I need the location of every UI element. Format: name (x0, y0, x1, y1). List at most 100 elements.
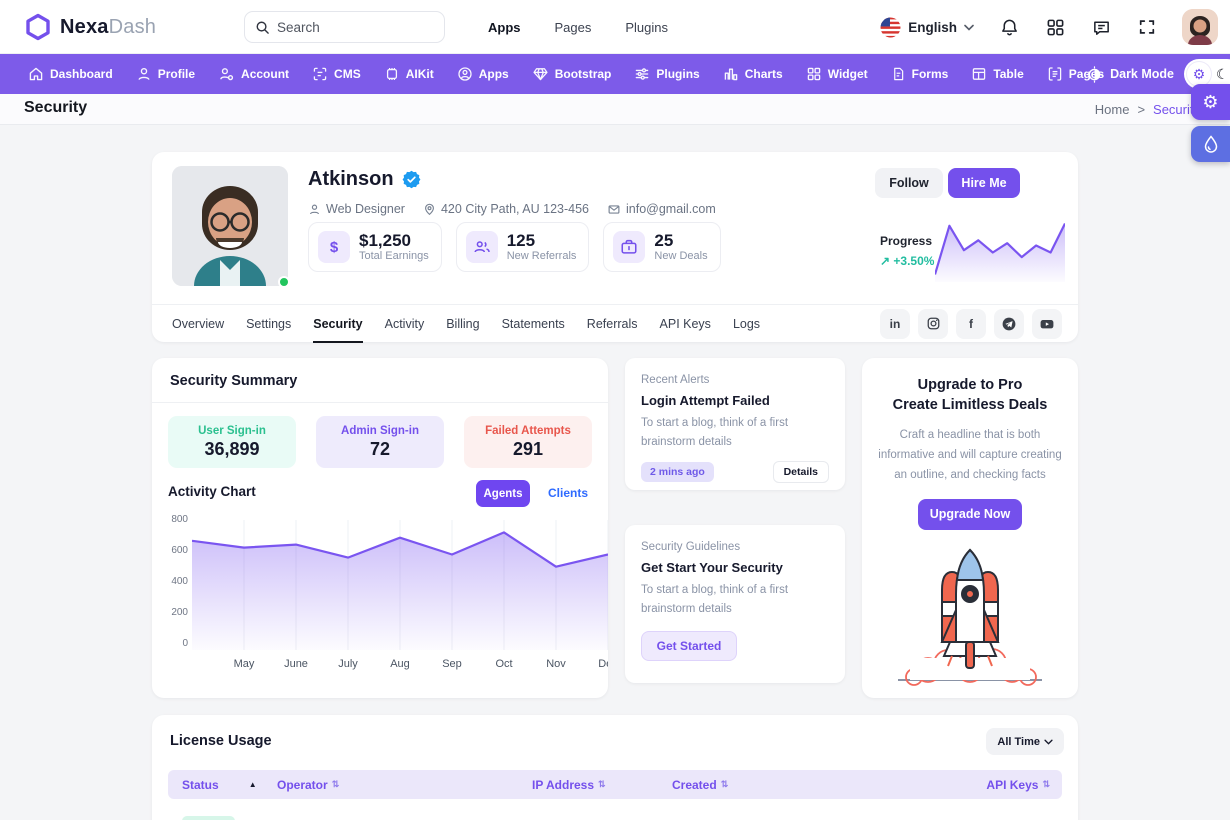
stat-admin-signin: Admin Sign-in 72 (316, 416, 444, 468)
breadcrumb-bar: Security Home > Security (0, 94, 1230, 125)
user-gear-icon (220, 68, 234, 81)
settings-fab-gear-icon[interactable]: ⚙ (1191, 84, 1230, 120)
menu-item-widget[interactable]: Widget (806, 66, 868, 82)
tab-security[interactable]: Security (313, 305, 363, 343)
tab-statements[interactable]: Statements (501, 316, 565, 331)
menu-item-table[interactable]: Table (971, 66, 1024, 82)
menu-item-cms[interactable]: CMS (312, 66, 361, 82)
alert-time-badge: 2 mins ago (641, 461, 714, 482)
upgrade-now-button[interactable]: Upgrade Now (918, 498, 1022, 530)
mail-icon (608, 204, 620, 214)
follow-button[interactable]: Follow (875, 168, 943, 198)
dollar-icon: $ (318, 231, 350, 263)
get-started-button[interactable]: Get Started (641, 630, 737, 661)
telegram-icon[interactable] (994, 308, 1024, 339)
sort-icon: ⇅ (720, 779, 729, 789)
hire-me-button[interactable]: Hire Me (948, 168, 1020, 198)
apps-grid-icon[interactable] (1044, 16, 1066, 38)
license-badge: License (182, 815, 236, 820)
dark-mode-button[interactable]: Dark Mode (1086, 65, 1174, 83)
col-created[interactable]: Created ⇅ (672, 777, 729, 792)
language-selector[interactable]: English (880, 17, 974, 38)
breadcrumb-separator: > (1137, 102, 1146, 117)
menu-item-forms[interactable]: Forms (891, 66, 948, 82)
breadcrumb-current: Security (1153, 102, 1200, 117)
brand-name: NexaDash (60, 15, 157, 38)
tab-activity[interactable]: Activity (384, 316, 425, 331)
search-box[interactable] (244, 11, 445, 43)
col-ip-address[interactable]: IP Address ⇅ (532, 777, 606, 792)
agents-toggle-button[interactable]: Agents (476, 480, 530, 507)
menu-item-account[interactable]: Account (218, 66, 289, 82)
security-summary-card: Security Summary User Sign-in 36,899 Admi… (152, 358, 608, 698)
messages-icon[interactable] (1090, 16, 1112, 38)
youtube-icon[interactable] (1032, 308, 1062, 339)
operator-cell: DSI: Workstation 2 (263, 818, 518, 820)
profile-name: Atkinson (308, 168, 394, 190)
col-status[interactable]: Status ▲ (182, 777, 257, 792)
nav-pages[interactable]: Pages (554, 19, 592, 35)
alert-title: Login Attempt Failed (641, 393, 770, 408)
col-operator[interactable]: Operator ⇅ (277, 777, 340, 792)
table-header-row: Status ▲ Operator ⇅ IP Address ⇅ Created ⇅ A… (168, 770, 1062, 799)
page-title: Security (24, 99, 88, 116)
progress-label: Progress (880, 234, 933, 248)
fullscreen-icon[interactable] (1136, 16, 1158, 38)
droplet-icon (1204, 135, 1217, 153)
linkedin-icon[interactable]: in (880, 308, 910, 339)
menu-label: CMS (334, 67, 361, 81)
y-tick: 0 (182, 638, 188, 649)
profile-photo (172, 166, 288, 286)
stat-user-signin: User Sign-in 36,899 (168, 416, 296, 468)
clients-toggle-link[interactable]: Clients (548, 486, 589, 500)
alerts-eyebrow: Recent Alerts (641, 374, 710, 386)
menu-item-bootstrap[interactable]: Bootstrap (532, 66, 611, 82)
contrast-icon (1086, 65, 1103, 83)
notifications-bell-icon[interactable] (998, 16, 1020, 38)
api-key-cell: fftt456765gjkkjhi83093985 (803, 818, 1023, 820)
menu-label: AIKit (405, 67, 434, 81)
signin-stats: User Sign-in 36,899 Admin Sign-in 72 Faile… (168, 416, 592, 468)
tab-logs[interactable]: Logs (732, 316, 761, 331)
sort-icon: ⇅ (1042, 779, 1050, 789)
profile-meta: Web Designer 420 City Path, AU 123-456 i… (308, 202, 716, 216)
map-pin-icon (424, 203, 434, 215)
menu-item-apps[interactable]: Apps (457, 66, 509, 82)
menu-item-plugins[interactable]: Plugins (634, 66, 700, 82)
theme-droplet-fab[interactable] (1191, 126, 1230, 162)
col-api-keys[interactable]: API Keys ⇅ (986, 777, 1050, 792)
menu-item-aikit[interactable]: AIKit (384, 66, 434, 82)
menu-item-charts[interactable]: Charts (723, 66, 783, 82)
breadcrumb-home-link[interactable]: Home (1094, 102, 1130, 117)
cms-icon (313, 67, 327, 81)
role-item: Web Designer (308, 202, 405, 216)
hexagon-logo-icon (26, 13, 50, 41)
tab-referrals[interactable]: Referrals (586, 316, 638, 331)
brand-logo[interactable]: NexaDash (24, 13, 156, 41)
search-input[interactable] (277, 19, 417, 35)
menu-label: Apps (478, 67, 509, 81)
user-icon (138, 67, 150, 80)
tab-overview[interactable]: Overview (172, 316, 225, 331)
all-time-filter-button[interactable]: All Time (986, 728, 1064, 755)
profile-card: Atkinson Web Designer 420 City Path, AU … (152, 152, 1078, 343)
facebook-icon[interactable]: f (956, 308, 986, 339)
alert-body: To start a blog, think of a first brains… (641, 417, 789, 448)
search-icon (256, 21, 269, 34)
nav-apps[interactable]: Apps (488, 19, 521, 35)
menu-label: Account (241, 67, 290, 81)
profile-stats: $ $1,250 Total Earnings 125 New Referrals … (308, 222, 721, 272)
menu-item-profile[interactable]: Profile (136, 66, 195, 82)
instagram-icon[interactable] (918, 308, 948, 339)
tab-billing[interactable]: Billing (446, 316, 480, 331)
user-circle-icon (458, 67, 472, 81)
home-icon (29, 67, 43, 81)
tab-api-keys[interactable]: API Keys (659, 316, 711, 331)
nav-plugins[interactable]: Plugins (625, 19, 669, 35)
tab-settings[interactable]: Settings (246, 316, 292, 331)
user-avatar[interactable] (1182, 9, 1218, 45)
sort-icon: ⇅ (598, 779, 606, 789)
menu-item-dashboard[interactable]: Dashboard (28, 66, 113, 82)
alert-details-button[interactable]: Details (772, 460, 829, 483)
